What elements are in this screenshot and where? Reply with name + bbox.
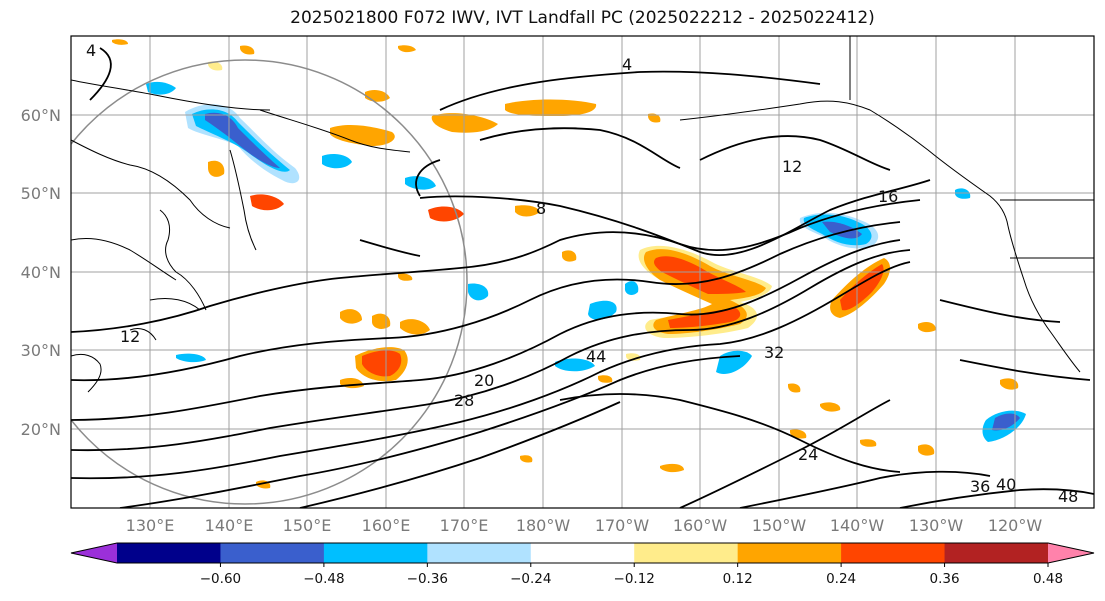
colorbar: −0.60 −0.48 −0.36 −0.24 −0.12 0.12 0.24 0.36 0.4… [70,542,1095,587]
latitude-labels: 60°N 50°N 40°N 30°N 20°N [21,106,61,439]
colorbar-segment [634,543,739,563]
colorbar-tick-label: 0.24 [826,571,856,587]
lat-label: 50°N [21,184,61,203]
colorbar-tick-label: −0.60 [200,571,241,587]
lon-label: 170°W [595,516,650,535]
colorbar-outline [70,542,1095,564]
contour-label: 4 [622,55,632,74]
colorbar-segment [117,543,221,563]
colorbar-tick-label: 0.48 [1033,571,1063,587]
contour-label: 40 [996,475,1016,494]
colorbar-segment [737,543,842,563]
lon-label: 170°E [440,516,489,535]
lon-label: 120°W [988,516,1043,535]
colorbar-tick-label: −0.36 [407,571,448,587]
colorbar-extend-low [71,543,117,563]
colorbar-tick-label: 0.12 [723,571,753,587]
lon-label: 130°E [126,516,175,535]
lat-label: 30°N [21,341,61,360]
colorbar-tick-label: −0.24 [510,571,551,587]
colorbar-tick-label: −0.12 [614,571,655,587]
lat-label: 20°N [21,420,61,439]
lon-label: 140°W [830,516,885,535]
colorbar-segment [323,543,428,563]
lon-label: 160°E [362,516,411,535]
lon-label: 150°E [283,516,332,535]
contour-label: 48 [1058,487,1078,506]
iwv-contours [71,47,1094,508]
contour-label: 16 [878,187,898,206]
lon-label: 150°W [752,516,807,535]
contour-label: 36 [970,477,990,496]
contour-label: 32 [764,343,784,362]
colorbar-segment [427,543,532,563]
map-panel: 4 4 8 12 12 16 20 24 28 32 36 40 44 48 [70,35,1095,509]
range-circle [71,59,468,505]
contour-label: 12 [120,327,140,346]
lon-label: 160°W [673,516,728,535]
lon-label: 130°W [909,516,964,535]
contour-label: 4 [86,41,96,60]
colorbar-extend-high [1048,543,1094,563]
lon-label: 140°E [205,516,254,535]
contour-label: 12 [782,157,802,176]
lat-label: 60°N [21,106,61,125]
lon-label: 180°W [516,516,571,535]
contour-label: 24 [798,445,818,464]
contour-label: 28 [454,391,474,410]
colorbar-tick-label: 0.36 [930,571,960,587]
colorbar-tick-label: −0.48 [303,571,344,587]
colorbar-segment [944,543,1049,563]
lat-label: 40°N [21,263,61,282]
longitude-labels: 130°E 140°E 150°E 160°E 170°E 180°W 170°… [126,516,1043,535]
contour-label: 20 [474,371,494,390]
colorbar-segment [841,543,946,563]
graticule [71,36,1094,508]
map-title: 2025021800 F072 IWV, IVT Landfall PC (20… [290,8,875,28]
contour-label: 8 [536,199,546,218]
map-frame [70,35,1095,509]
coastlines [71,36,1094,393]
colorbar-segment [220,543,325,563]
shaded-anomalies [112,39,1026,489]
contour-label: 44 [586,347,606,366]
contour-labels: 4 4 8 12 12 16 20 24 28 32 36 40 44 48 [86,41,1078,506]
colorbar-segment [530,543,635,563]
